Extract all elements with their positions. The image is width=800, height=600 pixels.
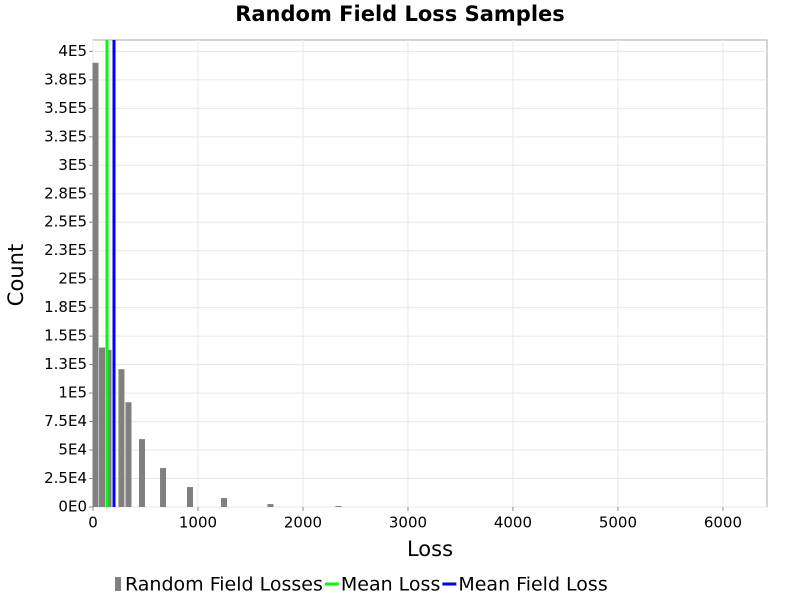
y-tick-label: 2E5 bbox=[58, 270, 87, 288]
chart-title: Random Field Loss Samples bbox=[235, 2, 565, 26]
legend-label: Mean Field Loss bbox=[458, 574, 607, 596]
y-tick-label: 1.8E5 bbox=[44, 298, 87, 316]
bar bbox=[139, 439, 146, 507]
y-tick-label: 2.5E5 bbox=[44, 213, 87, 231]
legend-label: Mean Loss bbox=[341, 574, 440, 596]
bar bbox=[160, 468, 167, 507]
y-tick-label: 3.8E5 bbox=[44, 70, 87, 88]
bar bbox=[335, 505, 342, 507]
y-tick-label: 1.3E5 bbox=[44, 355, 87, 373]
y-tick-label: 2.3E5 bbox=[44, 241, 87, 259]
y-tick-label: 1.5E5 bbox=[44, 327, 87, 345]
y-tick-label: 7.5E4 bbox=[44, 412, 87, 430]
y-tick-label: 2.8E5 bbox=[44, 184, 87, 202]
x-tick-label: 5000 bbox=[599, 514, 637, 532]
bar bbox=[267, 504, 274, 507]
bar bbox=[105, 349, 112, 507]
y-tick-label: 0E0 bbox=[58, 498, 87, 516]
bar bbox=[118, 369, 125, 507]
y-tick-label: 4E5 bbox=[58, 42, 87, 60]
bar bbox=[125, 402, 132, 507]
x-tick-label: 0 bbox=[88, 514, 98, 532]
y-tick-label: 1E5 bbox=[58, 384, 87, 402]
x-tick-label: 6000 bbox=[704, 514, 742, 532]
y-tick-label: 3.5E5 bbox=[44, 99, 87, 117]
x-tick-label: 3000 bbox=[389, 514, 427, 532]
bar bbox=[92, 62, 99, 507]
y-tick-label: 3E5 bbox=[58, 156, 87, 174]
legend-label: Random Field Losses bbox=[125, 574, 323, 596]
bar bbox=[99, 347, 106, 507]
bar bbox=[187, 487, 194, 507]
bar bbox=[221, 498, 228, 507]
y-axis-label: Count bbox=[4, 244, 28, 306]
x-tick-label: 4000 bbox=[494, 514, 532, 532]
y-tick-label: 3.3E5 bbox=[44, 127, 87, 145]
legend-swatch bbox=[115, 577, 121, 591]
legend: Random Field Losses Mean Loss Mean Field L… bbox=[115, 574, 608, 596]
x-tick-label: 1000 bbox=[179, 514, 217, 532]
y-tick-label: 5E4 bbox=[58, 441, 87, 459]
x-axis-label: Loss bbox=[407, 537, 453, 561]
plot-area bbox=[92, 39, 768, 508]
y-tick-label: 2.5E4 bbox=[44, 469, 87, 487]
x-tick-label: 2000 bbox=[284, 514, 322, 532]
